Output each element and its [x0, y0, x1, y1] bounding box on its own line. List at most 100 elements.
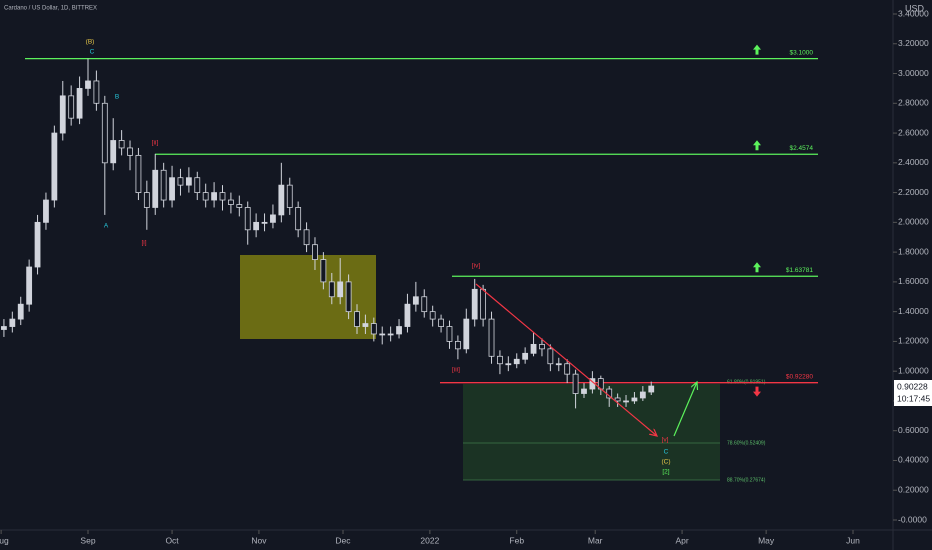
candle-body [639, 391, 646, 399]
candle-body [564, 363, 571, 375]
level-label: $2.4574 [790, 145, 814, 152]
candle-body [43, 199, 49, 223]
candle-body [379, 333, 386, 336]
candle-body [471, 288, 478, 320]
candle-body [412, 296, 419, 305]
candle-body [303, 229, 310, 246]
candle-body [522, 352, 529, 360]
y-tick-label: 1.00000 [898, 365, 929, 375]
candle-body [404, 303, 411, 327]
candle-body [320, 259, 327, 283]
candle-body [614, 397, 621, 402]
candle-body [370, 323, 377, 335]
price-tag [894, 380, 932, 406]
y-tick-label: 2.80000 [898, 98, 929, 108]
candle-body [513, 358, 520, 365]
y-tick-label: 1.40000 [898, 306, 929, 316]
candle-body [219, 192, 226, 201]
candle-body [539, 343, 545, 350]
candle-body [286, 184, 293, 208]
y-tick-label: 0.60000 [898, 425, 929, 435]
candle-body [648, 385, 655, 393]
candle-body [143, 192, 150, 208]
currency: USD [905, 3, 925, 13]
x-tick-label: Jun [846, 535, 860, 545]
candle-body [51, 132, 58, 201]
wave-label: A [104, 223, 109, 230]
candle-body [463, 318, 470, 350]
candle-body [295, 207, 302, 231]
x-tick-label: 2022 [420, 535, 439, 545]
candle-body [328, 281, 335, 298]
candle-body [572, 373, 579, 394]
candle-body [438, 318, 444, 327]
candle-body [429, 311, 436, 320]
fib-label: 88.70%(0.27674) [727, 477, 766, 483]
candle-body [337, 281, 344, 298]
candle-body [446, 326, 453, 342]
candle-body [421, 296, 428, 313]
candle-body [312, 244, 318, 260]
candle-body [160, 169, 167, 201]
candle-body [480, 288, 487, 320]
candle-body [127, 147, 133, 156]
x-tick-label: Apr [675, 535, 688, 545]
candle-body [59, 95, 66, 134]
y-tick-label: 0.40000 [898, 455, 929, 465]
level-arrow [753, 44, 761, 55]
level-label: $0.92280 [786, 373, 813, 380]
wave-label: [iv] [472, 263, 481, 270]
level-arrow [753, 262, 761, 273]
x-tick-label: Mar [588, 535, 603, 545]
candle-body [177, 177, 184, 186]
candle-body [362, 323, 369, 327]
candle-body [152, 169, 159, 208]
candle-body [68, 95, 75, 119]
candle-body [185, 177, 192, 186]
x-tick-label: Sep [80, 535, 95, 545]
wave-label: (B) [86, 39, 95, 46]
candle-body [505, 363, 512, 366]
candle-body [93, 80, 100, 104]
candle-body [581, 388, 587, 394]
wave-label: (C) [661, 459, 670, 466]
candle-body [278, 184, 285, 216]
candle-body [497, 355, 503, 365]
candle-body [253, 221, 260, 231]
wave-label: [i] [141, 240, 146, 247]
candle-body [555, 363, 562, 366]
y-tick-label: -0.0000 [898, 514, 927, 524]
candle-body [228, 199, 234, 205]
candle-body [110, 140, 117, 164]
x-tick-label: Nov [251, 535, 267, 545]
x-tick-label: Dec [335, 535, 351, 545]
candle-body [623, 400, 629, 403]
candle-body [1, 326, 7, 330]
candle-body [547, 348, 554, 365]
x-tick-label: May [758, 535, 775, 545]
y-tick-label: 1.80000 [898, 246, 929, 256]
last-price: 0.90228 [897, 381, 928, 391]
level-arrow [753, 386, 761, 397]
level-label: $1.63781 [786, 267, 813, 274]
y-tick-label: 2.60000 [898, 127, 929, 137]
y-tick-label: 3.40000 [898, 8, 929, 18]
candle-body [488, 318, 495, 357]
chart-title: Cardano / US Dollar, 1D, BITTREX [4, 6, 97, 12]
level-label: $3.1000 [790, 49, 814, 56]
candle-body [101, 102, 108, 164]
countdown: 10:17:45 [897, 393, 930, 403]
y-tick-label: 2.40000 [898, 157, 929, 167]
candle-body [387, 333, 394, 336]
target-zone [463, 384, 720, 480]
x-tick-label: Feb [509, 535, 524, 545]
candle-body [34, 221, 41, 268]
y-tick-label: 3.20000 [898, 38, 929, 48]
wave-label: C [90, 49, 95, 56]
candle-body [9, 318, 16, 327]
candle-body [236, 204, 243, 208]
zone-box [240, 255, 376, 339]
level-arrow [753, 140, 761, 151]
candle-body [194, 177, 201, 193]
